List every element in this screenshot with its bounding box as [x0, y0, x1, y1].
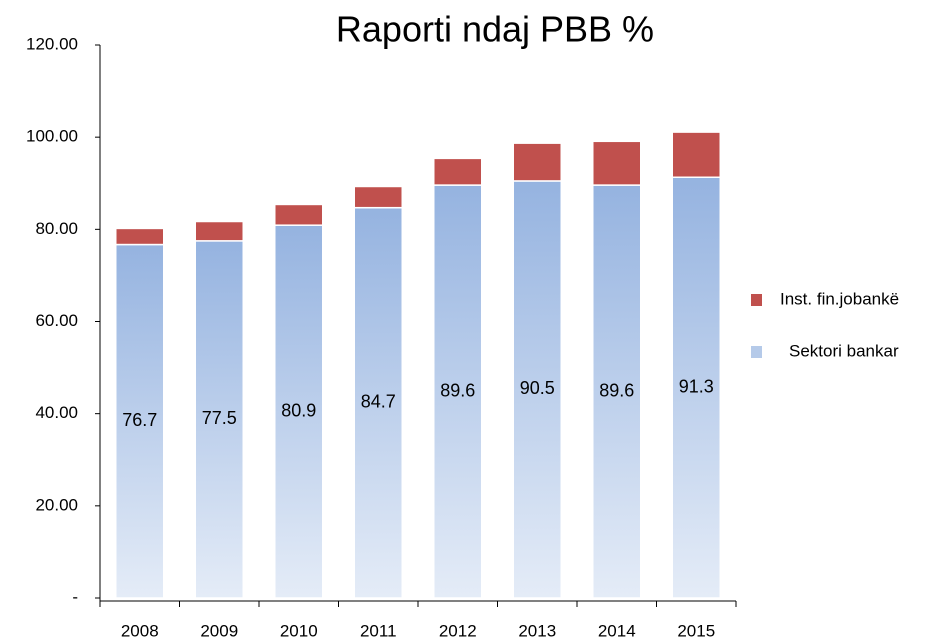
- bar-segment: [512, 180, 562, 599]
- data-label: 90.5: [520, 378, 555, 398]
- data-label: 76.7: [122, 410, 157, 430]
- legend-label: Inst. fin.jobankë: [780, 289, 899, 308]
- y-tick-label: 40.00: [35, 403, 78, 422]
- x-tick-label: 2009: [200, 621, 238, 640]
- bar-segment: [353, 206, 403, 599]
- bar-segment: [115, 227, 165, 246]
- x-tick-label: 2008: [121, 621, 159, 640]
- bar-segment: [433, 184, 483, 599]
- data-label: 91.3: [679, 376, 714, 396]
- x-tick-label: 2010: [280, 621, 318, 640]
- bar-segment: [671, 131, 721, 179]
- data-label: 84.7: [361, 392, 396, 412]
- x-tick-label: 2011: [360, 621, 397, 640]
- y-tick-label: 80.00: [35, 219, 78, 238]
- data-label: 89.6: [599, 380, 634, 400]
- x-tick-label: 2015: [677, 621, 715, 640]
- x-tick-label: 2014: [598, 621, 636, 640]
- bar-segment: [592, 140, 642, 186]
- legend-label: Sektori bankar: [789, 341, 899, 360]
- data-label: 80.9: [281, 400, 316, 420]
- x-tick-label: 2013: [518, 621, 556, 640]
- x-tick-label: 2012: [439, 621, 477, 640]
- y-tick-label: 120.00: [26, 34, 78, 53]
- legend-swatch: [751, 346, 762, 358]
- y-tick-label: 60.00: [35, 311, 78, 330]
- chart-title: Raporti ndaj PBB %: [336, 9, 654, 50]
- bar-segment: [353, 185, 403, 209]
- y-tick-label: 20.00: [35, 495, 78, 514]
- legend-swatch: [751, 294, 762, 306]
- bar-segment: [592, 184, 642, 599]
- data-label: 89.6: [440, 380, 475, 400]
- y-tick-label: 100.00: [26, 127, 78, 146]
- data-label: 77.5: [202, 408, 237, 428]
- bar-segment: [433, 157, 483, 186]
- bar-segment: [194, 220, 244, 242]
- y-tick-label: -: [72, 587, 78, 606]
- bar-segment: [274, 203, 324, 226]
- bar-segment: [512, 142, 562, 182]
